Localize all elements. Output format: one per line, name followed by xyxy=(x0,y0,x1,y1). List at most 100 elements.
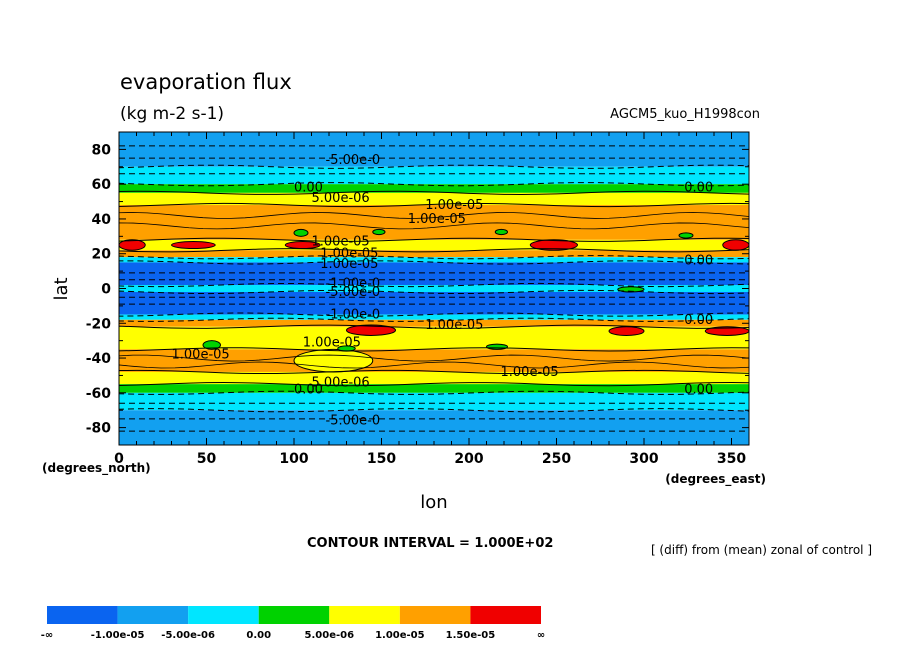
contour-line xyxy=(118,408,750,413)
contour-label: 0.00 xyxy=(294,382,323,397)
contour-line xyxy=(118,282,750,288)
colorbar-swatch xyxy=(470,606,541,624)
x-tick-label: 0 xyxy=(114,451,124,467)
contour-patch xyxy=(617,286,645,293)
y-tick-label: -80 xyxy=(86,421,112,437)
contour-line xyxy=(118,347,750,352)
colorbar-swatch xyxy=(117,606,189,624)
contour-patch xyxy=(171,241,216,250)
zonal-band xyxy=(119,239,749,251)
plot-area xyxy=(119,132,749,445)
y-tick-label: 40 xyxy=(92,212,112,228)
contour-patch xyxy=(293,228,309,237)
contour-patch xyxy=(608,326,645,336)
contour-line xyxy=(118,248,750,253)
contour-patch xyxy=(722,239,750,251)
y-tick-label: 20 xyxy=(92,247,112,263)
contour-label: -1.00e-0 xyxy=(326,276,381,291)
colorbar: -∞ -1.00e-05 -5.00e-06 0.00 5.00e-06 1.00e-05… xyxy=(41,606,545,641)
x-tick-label: 100 xyxy=(279,451,308,467)
colorbar-label: ∞ xyxy=(537,630,545,641)
zonal-band xyxy=(119,371,749,385)
contour-label: 1.00e-05 xyxy=(303,335,361,350)
colorbar-label: -5.00e-06 xyxy=(161,630,215,641)
zonal-band xyxy=(119,384,749,393)
colorbar-label: 5.00e-06 xyxy=(305,630,355,641)
contour-line xyxy=(118,237,750,242)
x-tick-label: 150 xyxy=(367,451,396,467)
contour-line xyxy=(118,212,750,219)
contour-label: -5.00e-0 xyxy=(326,153,381,168)
contour-label: 0.00 xyxy=(684,254,713,269)
contour-line xyxy=(118,312,750,317)
contour-patch xyxy=(202,340,221,350)
colorbar-label: 1.00e-05 xyxy=(375,630,425,641)
contour-line xyxy=(118,354,750,362)
contour-line xyxy=(118,222,750,230)
zonal-band xyxy=(119,262,749,286)
contour-label: 5.00e-06 xyxy=(312,375,370,390)
y-tick-label: -60 xyxy=(86,386,112,402)
contour-line xyxy=(118,255,750,260)
contour-line xyxy=(118,382,750,387)
y-tick-label: -40 xyxy=(86,351,112,367)
contour-line xyxy=(118,202,750,208)
contour-line xyxy=(118,190,750,195)
contour-patch xyxy=(486,343,508,350)
x-tick-label: 50 xyxy=(197,451,217,467)
contour-label: 0.00 xyxy=(684,181,713,196)
x-tick-label: 250 xyxy=(542,451,571,467)
colorbar-label: 0.00 xyxy=(246,630,271,641)
contour-label-layer: -5.00e-00.005.00e-06 1.00e-051.00e-050.00… xyxy=(172,153,714,429)
experiment-label: AGCM5_kuo_H1998con xyxy=(610,107,760,122)
contour-line xyxy=(118,324,750,329)
y-tick-label: 80 xyxy=(92,142,112,158)
zonal-band xyxy=(119,192,749,206)
y-tick-label: 60 xyxy=(92,177,112,193)
contour-line xyxy=(118,164,750,169)
contour-patch xyxy=(529,239,578,251)
contour-line xyxy=(118,260,750,265)
contour-label: 1.00e-05 xyxy=(425,198,483,213)
y-tick-label: 0 xyxy=(101,282,111,298)
zonal-band xyxy=(119,184,749,193)
zonal-band xyxy=(119,314,749,320)
colorbar-label: 1.50e-05 xyxy=(446,630,496,641)
y-axis-label: lat xyxy=(51,277,72,300)
zonal-band xyxy=(119,205,749,240)
zonal-band xyxy=(119,166,749,185)
colorbar-swatch xyxy=(399,606,471,624)
colorbar-label: -1.00e-05 xyxy=(91,630,145,641)
zonal-band xyxy=(119,250,749,258)
contour-patch xyxy=(293,348,374,373)
zonal-band xyxy=(119,326,749,350)
chart-subtitle: (kg m-2 s-1) xyxy=(120,104,224,124)
contour-patch xyxy=(346,324,396,336)
x-axis-label: lon xyxy=(420,492,447,513)
y-axis: 80 60 40 20 0 -20 -40 -60 -80 xyxy=(86,131,749,446)
zonal-band xyxy=(119,257,749,263)
x-axis: 0 50 100 150 200 250 300 350 xyxy=(114,132,746,467)
contour-line xyxy=(118,182,750,187)
contour-interval-label: CONTOUR INTERVAL = 1.000E+02 xyxy=(307,536,553,551)
contour-line xyxy=(118,369,750,375)
contour-line xyxy=(118,317,750,322)
contour-label: 1.00e-05 xyxy=(425,318,483,333)
zonal-band xyxy=(119,291,749,315)
contour-label: -5.00e-0 xyxy=(326,285,381,300)
contour-label: 5.00e-06 xyxy=(312,191,370,206)
contour-label: 1.00e-05 xyxy=(501,365,559,380)
x-tick-label: 300 xyxy=(629,451,658,467)
y-unit-label: (degrees_north) xyxy=(42,461,151,476)
contour-label: 0.00 xyxy=(684,382,713,397)
zonal-band xyxy=(119,392,749,411)
contour-label: 0.00 xyxy=(294,181,323,196)
contour-line xyxy=(118,289,750,295)
contour-line xyxy=(118,390,750,395)
contour-label: 1.00e-05 xyxy=(312,235,370,250)
contour-label: 1.00e-05 xyxy=(172,348,230,363)
zonal-band xyxy=(119,410,749,445)
zonal-band xyxy=(119,132,749,167)
contour-patch xyxy=(494,228,508,236)
x-unit-label: (degrees_east) xyxy=(665,472,766,487)
